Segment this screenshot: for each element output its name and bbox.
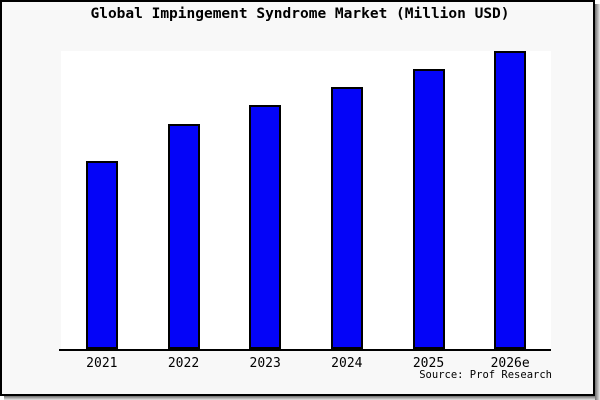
x-tick-label-2026e: 2026e xyxy=(490,356,530,371)
bar-2026e xyxy=(494,51,527,349)
source-credit: Source: Prof Research xyxy=(419,369,552,381)
bar-2022 xyxy=(167,124,200,349)
bar-2024 xyxy=(330,87,363,349)
frame-shadow-right xyxy=(595,4,600,400)
x-tick-label-2025: 2025 xyxy=(412,356,445,371)
bar-2025 xyxy=(412,69,445,349)
plot-area xyxy=(61,51,551,349)
x-tick-label-2021: 2021 xyxy=(86,356,118,371)
x-tick-label-2023: 2023 xyxy=(249,356,281,371)
x-tick-label-2022: 2022 xyxy=(167,356,200,371)
x-axis-line xyxy=(59,349,551,351)
frame-shadow-bottom xyxy=(4,396,595,400)
bar-2023 xyxy=(249,105,282,349)
chart-title: Global Impingement Syndrome Market (Mill… xyxy=(90,6,510,22)
x-tick-label-2024: 2024 xyxy=(331,356,363,371)
bar-2021 xyxy=(85,161,118,349)
